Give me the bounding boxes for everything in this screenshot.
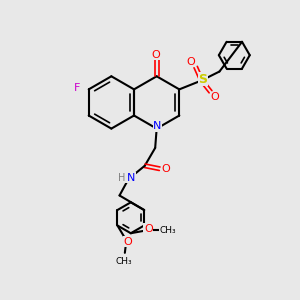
Text: S: S: [198, 73, 207, 86]
Text: N: N: [153, 121, 161, 131]
Text: F: F: [74, 83, 81, 93]
Text: O: O: [211, 92, 219, 102]
Text: O: O: [162, 164, 170, 174]
Text: CH₃: CH₃: [116, 257, 133, 266]
Text: O: O: [123, 237, 132, 247]
Text: O: O: [144, 224, 153, 234]
Text: H: H: [118, 172, 126, 183]
Text: O: O: [187, 57, 196, 67]
Text: N: N: [127, 172, 135, 183]
Text: CH₃: CH₃: [159, 226, 176, 235]
Text: O: O: [152, 50, 161, 60]
